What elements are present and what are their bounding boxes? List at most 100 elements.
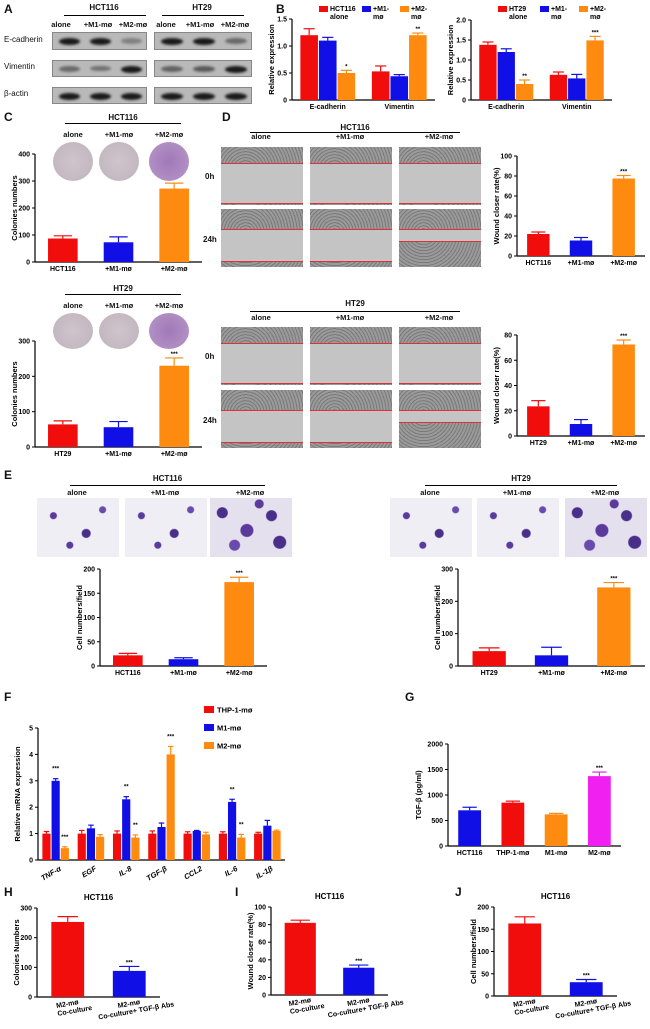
x-tick-label: IL-1β bbox=[254, 864, 274, 881]
legend-swatch bbox=[498, 6, 507, 12]
y-tick-label: 0 bbox=[26, 445, 30, 452]
y-tick-label: 1.5 bbox=[456, 38, 466, 45]
significance-marker: ** bbox=[124, 785, 129, 791]
bar bbox=[51, 921, 85, 997]
bar bbox=[122, 799, 131, 860]
protein-band bbox=[90, 65, 111, 72]
x-tick-label: TGF-β bbox=[145, 864, 169, 883]
legend-swatch bbox=[400, 6, 409, 12]
bar bbox=[103, 427, 134, 447]
blot-col-label: +M1-mø bbox=[185, 20, 215, 29]
wound-edge-line bbox=[221, 203, 303, 204]
y-tick-label: 200 bbox=[477, 905, 489, 912]
legend-label: mø bbox=[590, 14, 601, 21]
panel-letter-a: A bbox=[4, 2, 13, 16]
y-tick-label: 300 bbox=[18, 339, 30, 346]
wound-gap bbox=[399, 229, 481, 241]
bar bbox=[168, 659, 199, 666]
legend-swatch bbox=[204, 742, 214, 749]
legend-label: +M2- bbox=[411, 6, 428, 13]
divider bbox=[425, 485, 617, 486]
protein-band bbox=[225, 38, 247, 44]
x-tick-label: M1-mø bbox=[545, 850, 568, 857]
wound-gap bbox=[221, 229, 303, 261]
colony-dish-image bbox=[149, 142, 189, 181]
y-axis-label: Cell numbers/field bbox=[433, 585, 442, 650]
transwell-col-label: +M2-mø bbox=[590, 488, 620, 497]
wound-edge-line bbox=[310, 442, 392, 443]
wound-edge-line bbox=[221, 442, 303, 443]
y-axis-label: Cell numbers/field bbox=[75, 585, 84, 650]
wound-edge-line bbox=[399, 203, 481, 204]
y-tick-label: 0 bbox=[283, 98, 287, 105]
y-tick-label: 60 bbox=[258, 940, 266, 947]
transwell-image bbox=[477, 498, 559, 557]
wound-image bbox=[399, 209, 481, 267]
significance-marker: *** bbox=[592, 30, 600, 36]
y-tick-label: 400 bbox=[18, 152, 30, 159]
y-tick-label: 80 bbox=[504, 174, 512, 181]
legend-swatch bbox=[540, 6, 549, 12]
significance-marker: *** bbox=[610, 577, 618, 583]
bar bbox=[284, 922, 316, 995]
wound-col-label: alone bbox=[251, 132, 271, 141]
significance-marker: *** bbox=[126, 960, 134, 966]
y-tick-label: 40 bbox=[258, 957, 266, 964]
x-tick-label: TNF-α bbox=[39, 864, 63, 883]
wound-image bbox=[221, 390, 303, 448]
legend-swatch bbox=[204, 724, 214, 731]
x-tick-label: +M1-mø bbox=[538, 670, 565, 677]
bar bbox=[96, 836, 105, 860]
y-tick-label: 0.5 bbox=[456, 78, 466, 85]
bar bbox=[159, 188, 189, 262]
bar bbox=[224, 582, 254, 666]
bar bbox=[86, 828, 96, 860]
y-tick-label: 1500 bbox=[427, 767, 443, 774]
significance-marker: *** bbox=[355, 959, 363, 965]
x-tick-label: +M2-mø bbox=[601, 670, 628, 677]
time-label: 0h bbox=[205, 352, 215, 361]
x-tick-label: Vimentin bbox=[562, 104, 591, 111]
colony-group-ht29: HT29 bbox=[113, 284, 133, 293]
legend-label: mø bbox=[373, 14, 384, 21]
bar bbox=[192, 830, 201, 860]
x-tick-label: M2-mø bbox=[56, 999, 80, 1010]
x-tick-label: HT29 bbox=[481, 670, 498, 677]
bar bbox=[343, 967, 375, 995]
blot-strip bbox=[154, 60, 252, 77]
y-tick-label: 0 bbox=[26, 260, 30, 267]
bar bbox=[60, 848, 69, 860]
x-tick-label: +M2-mø bbox=[226, 670, 253, 677]
y-tick-label: 0 bbox=[262, 993, 266, 1000]
y-tick-label: 50 bbox=[481, 971, 489, 978]
legend-label: M1-mø bbox=[217, 724, 242, 733]
legend-label: mø bbox=[411, 14, 422, 21]
x-tick-label: +M1-mø bbox=[568, 440, 595, 447]
y-tick-label: 150 bbox=[477, 927, 489, 934]
bar bbox=[515, 84, 534, 100]
y-tick-label: 40 bbox=[504, 214, 512, 221]
protein-band bbox=[225, 92, 247, 100]
y-tick-label: 0 bbox=[439, 844, 443, 851]
y-axis-label: Colonies numbers bbox=[10, 361, 19, 426]
y-tick-label: 1.5 bbox=[277, 17, 287, 24]
blot-strip bbox=[154, 87, 252, 104]
protein-band bbox=[121, 65, 142, 73]
bar bbox=[569, 982, 603, 996]
significance-marker: * bbox=[345, 64, 348, 70]
wound-edge-line bbox=[221, 261, 303, 262]
bar bbox=[458, 810, 482, 846]
wound-gap bbox=[399, 343, 481, 383]
wound-image bbox=[310, 147, 392, 205]
bar bbox=[131, 837, 140, 860]
bar bbox=[569, 240, 593, 256]
blot-row-label: β-actin bbox=[4, 89, 29, 98]
x-tick-label: IL-6 bbox=[223, 864, 240, 879]
y-tick-label: 60 bbox=[504, 194, 512, 201]
bar bbox=[227, 801, 237, 860]
protein-band bbox=[193, 38, 215, 45]
y-tick-label: 150 bbox=[83, 591, 95, 598]
wound-edge-line bbox=[399, 422, 481, 423]
x-tick-label: +M1-mø bbox=[105, 266, 132, 273]
